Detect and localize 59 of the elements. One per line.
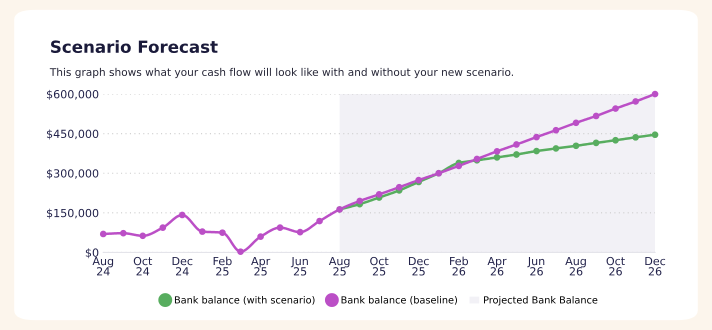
point (533, 148, 540, 154)
point (376, 191, 382, 198)
point (513, 141, 520, 148)
point (652, 131, 658, 138)
point (356, 198, 364, 204)
point (455, 162, 462, 170)
point (632, 134, 639, 141)
x-tick-label: Dec 24 (172, 256, 192, 276)
chart-subtitle: This graph shows what your cash flow will look like with and without your new scenario. (50, 68, 513, 78)
y-tick-label: $300,000 (46, 169, 98, 180)
point (100, 230, 107, 238)
x-tick-label: Jun 26 (527, 256, 544, 276)
point (612, 105, 619, 112)
point (396, 184, 403, 191)
legend-label: Projected Bank Balance (484, 296, 598, 306)
x-tick-label: Oct 26 (606, 256, 625, 276)
point (572, 142, 580, 150)
point (592, 112, 600, 120)
point (494, 154, 500, 161)
x-tick-label: Feb 26 (450, 256, 468, 276)
point (316, 218, 323, 224)
chart-title: Scenario Forecast (51, 40, 218, 54)
y-tick-label: $150,000 (46, 208, 98, 219)
point (572, 119, 580, 126)
point (513, 151, 520, 158)
point (276, 224, 284, 231)
x-tick-label: Jun 25 (290, 256, 308, 276)
y-tick-label: $450,000 (46, 129, 98, 140)
point (652, 90, 658, 98)
point (237, 248, 244, 255)
x-tick-label: Dec 25 (408, 256, 429, 276)
point (120, 230, 127, 237)
point (219, 229, 226, 236)
x-tick-label: Oct 25 (370, 256, 388, 276)
legend-label: Bank balance (baseline) (342, 296, 457, 305)
point (632, 98, 639, 105)
legend-label: Bank balance (with scenario) (174, 296, 315, 305)
x-tick-label: Dec 26 (645, 256, 666, 276)
point (612, 136, 619, 144)
point (494, 148, 500, 155)
point (533, 134, 540, 140)
x-tick-label: Aug 26 (565, 256, 586, 276)
x-tick-label: Oct 24 (134, 256, 152, 276)
point (159, 224, 166, 231)
point (296, 228, 304, 236)
point (257, 233, 264, 240)
x-tick-label: Aug 25 (328, 256, 350, 276)
point (552, 145, 560, 152)
y-tick-label: $0 (86, 248, 98, 258)
point (198, 228, 206, 235)
point (592, 140, 600, 146)
point (178, 212, 186, 218)
point (552, 126, 560, 134)
x-tick-label: Feb 25 (214, 256, 232, 276)
x-tick-label: Apr 25 (251, 256, 270, 276)
x-tick-label: Apr 26 (487, 256, 507, 276)
y-tick-label: $600,000 (46, 90, 98, 100)
x-tick-label: Aug 24 (92, 256, 114, 276)
point (139, 232, 146, 240)
